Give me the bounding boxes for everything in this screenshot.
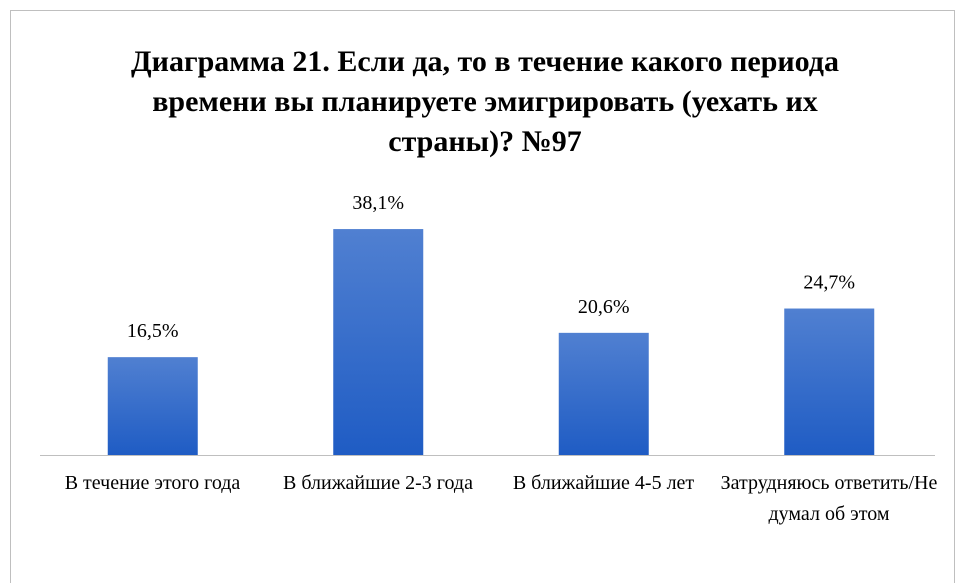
data-label: 16,5%	[127, 320, 179, 342]
data-label: 38,1%	[352, 192, 404, 214]
chart-frame	[10, 10, 955, 583]
data-label: 20,6%	[578, 296, 630, 318]
x-tick-label: Затрудняюсь ответить/Не думал об этом	[720, 472, 938, 525]
bar	[107, 357, 198, 455]
x-tick-label: В ближайшие 2-3 года	[283, 472, 473, 494]
bar	[558, 332, 649, 455]
bar	[333, 229, 424, 455]
chart-title: Диаграмма 21. Если да, то в течение како…	[131, 45, 839, 158]
x-tick-label: В ближайшие 4-5 лет	[512, 472, 695, 494]
data-label: 24,7%	[803, 272, 855, 294]
x-tick-label: В течение этого года	[64, 472, 241, 494]
bar	[784, 308, 875, 455]
